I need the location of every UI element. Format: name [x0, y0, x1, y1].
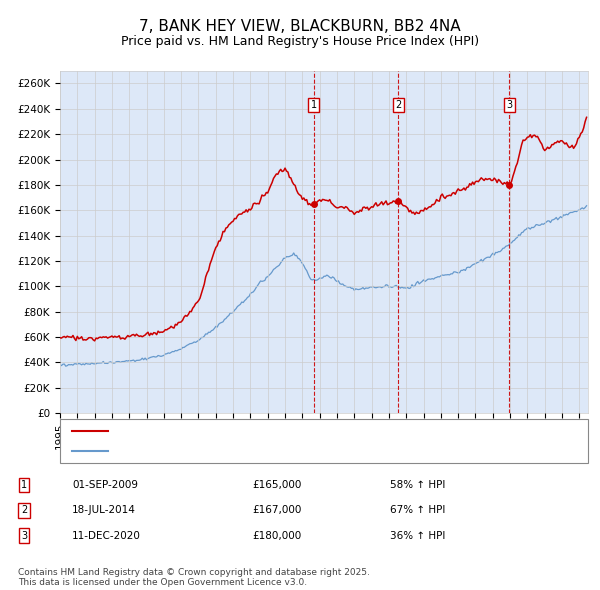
Text: 2: 2 [21, 506, 27, 515]
Text: 67% ↑ HPI: 67% ↑ HPI [390, 506, 445, 515]
Text: 01-SEP-2009: 01-SEP-2009 [72, 480, 138, 490]
Text: 2: 2 [395, 100, 401, 110]
Text: £167,000: £167,000 [252, 506, 301, 515]
Text: 1: 1 [311, 100, 317, 110]
Text: 1: 1 [21, 480, 27, 490]
Text: 18-JUL-2014: 18-JUL-2014 [72, 506, 136, 515]
Text: £165,000: £165,000 [252, 480, 301, 490]
Text: 58% ↑ HPI: 58% ↑ HPI [390, 480, 445, 490]
Text: £180,000: £180,000 [252, 531, 301, 540]
Text: Price paid vs. HM Land Registry's House Price Index (HPI): Price paid vs. HM Land Registry's House … [121, 35, 479, 48]
Text: 7, BANK HEY VIEW, BLACKBURN, BB2 4NA: 7, BANK HEY VIEW, BLACKBURN, BB2 4NA [139, 19, 461, 34]
Text: 3: 3 [21, 531, 27, 540]
Text: 11-DEC-2020: 11-DEC-2020 [72, 531, 141, 540]
Text: 3: 3 [506, 100, 512, 110]
Text: 36% ↑ HPI: 36% ↑ HPI [390, 531, 445, 540]
Text: Contains HM Land Registry data © Crown copyright and database right 2025.
This d: Contains HM Land Registry data © Crown c… [18, 568, 370, 587]
Text: HPI: Average price, semi-detached house, Blackburn with Darwen: HPI: Average price, semi-detached house,… [114, 446, 436, 455]
Text: 7, BANK HEY VIEW, BLACKBURN, BB2 4NA (semi-detached house): 7, BANK HEY VIEW, BLACKBURN, BB2 4NA (se… [114, 427, 436, 436]
